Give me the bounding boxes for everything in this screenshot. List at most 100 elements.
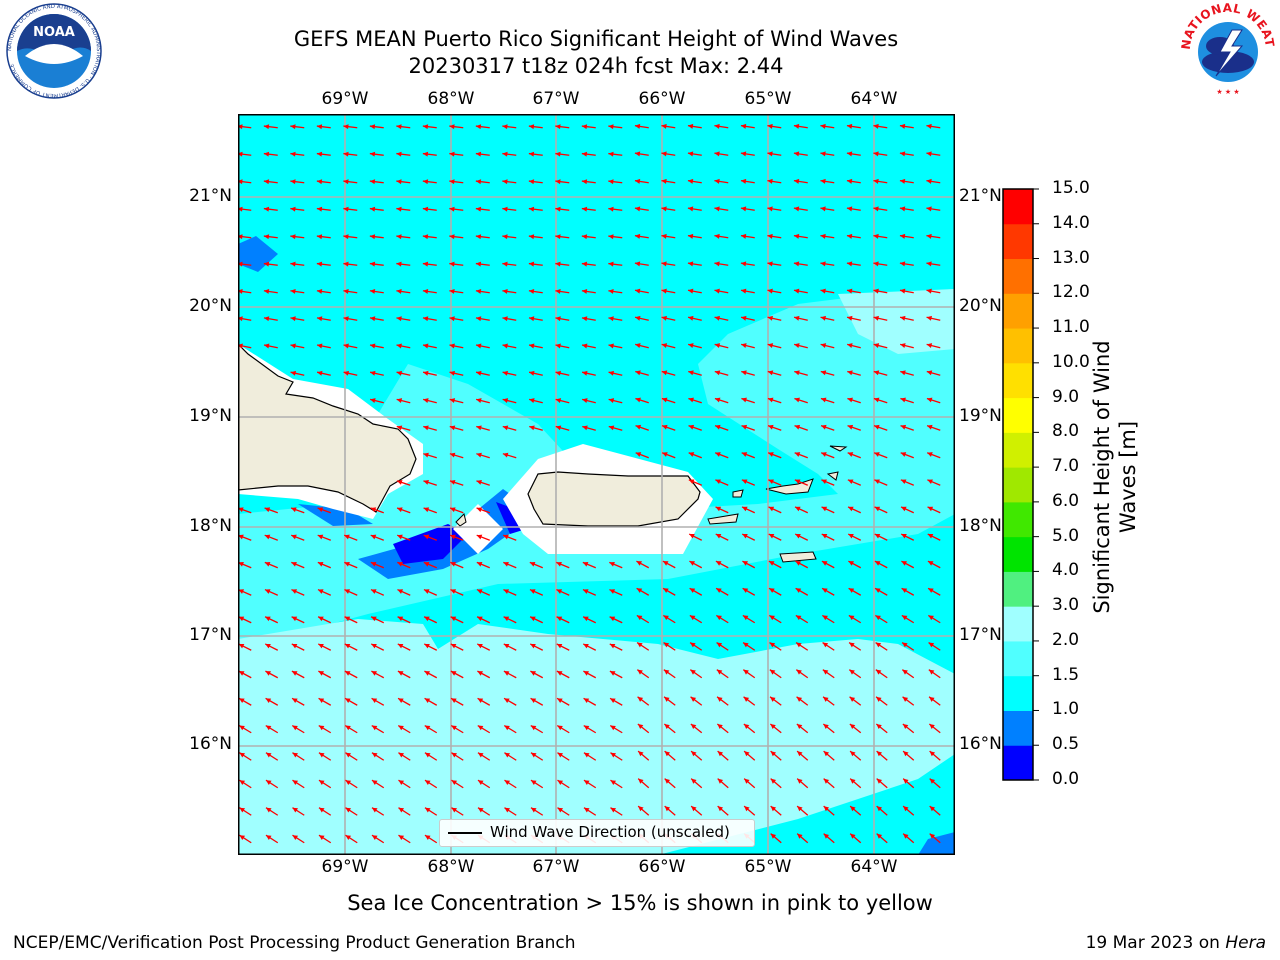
wave-arrow-head — [793, 123, 800, 129]
wave-arrow-head — [795, 534, 801, 539]
wave-arrow-head — [502, 179, 508, 185]
wave-arrow-head — [716, 642, 723, 648]
wave-arrow-head — [424, 780, 431, 785]
wave-arrow-head — [318, 643, 324, 649]
wave-arrow-head — [899, 178, 906, 184]
wave-arrow-head — [767, 343, 774, 348]
wave-arrow-head — [902, 642, 908, 648]
wave-arrow-head — [422, 234, 429, 240]
lat-label-left: 21°N — [189, 186, 232, 206]
wave-arrow-head — [849, 669, 855, 675]
wave-arrow-head — [581, 124, 588, 130]
wave-arrow-head — [610, 725, 616, 731]
wave-arrow-head — [634, 233, 641, 239]
wave-arrow-head — [475, 179, 482, 185]
colorbar-tick-label: 0.0 — [1052, 769, 1080, 789]
colorbar-segment — [1003, 640, 1033, 677]
wave-arrow-head — [610, 780, 617, 785]
wave-arrow-head — [397, 671, 404, 676]
colorbar-tick-label: 1.5 — [1052, 664, 1080, 685]
lat-label-left: 17°N — [189, 625, 232, 645]
footer-date: 19 Mar 2023 on Hera — [1086, 933, 1266, 953]
wave-arrow-head — [475, 261, 482, 267]
wave-arrow-head — [901, 534, 907, 539]
wave-arrow-head — [557, 807, 564, 813]
wave-arrow-head — [608, 206, 614, 212]
wave-arrow-head — [768, 424, 774, 430]
wave-arrow-head — [555, 288, 561, 294]
wave-arrow-head — [371, 780, 378, 785]
wave-arrow-head — [740, 206, 747, 212]
wave-arrow-head — [476, 507, 483, 513]
wave-arrow-head — [583, 643, 589, 649]
wave-arrow-head — [926, 315, 932, 321]
wave-arrow-head — [239, 780, 246, 785]
wave-arrow-head — [290, 234, 296, 240]
colorbar-segment — [1003, 571, 1033, 607]
wave-arrow-head — [929, 723, 935, 730]
lon-label-bottom: 66°W — [638, 857, 686, 877]
wave-arrow-head — [661, 261, 667, 267]
wave-arrow-head — [423, 561, 430, 567]
wave-arrow-head — [875, 615, 881, 621]
nws-logo: NATIONAL WEATHER SERVICE ★ ★ ★ — [1176, 0, 1277, 97]
wave-arrow-head — [582, 343, 588, 349]
wave-arrow-head — [477, 616, 483, 622]
wave-arrow-head — [450, 589, 457, 594]
wave-arrow-head — [345, 698, 351, 703]
wave-arrow-head — [476, 343, 482, 349]
wave-arrow-head — [265, 807, 272, 813]
wave-arrow-head — [634, 123, 641, 129]
wave-arrow-head — [637, 669, 643, 675]
wave-arrow-head — [926, 178, 932, 184]
wave-arrow-head — [823, 696, 829, 702]
wave-arrow-head — [664, 806, 671, 812]
wave-arrow-head — [823, 751, 830, 757]
lon-label-top: 64°W — [850, 89, 898, 109]
wind-wave-arrows — [238, 123, 941, 844]
land-islet — [829, 445, 848, 452]
wave-arrow-head — [770, 723, 776, 730]
wave-arrow-head — [901, 506, 907, 512]
wave-arrow-head — [528, 124, 535, 130]
wave-arrow-head — [504, 780, 511, 785]
wave-arrow-head — [742, 506, 748, 512]
wave-arrow-head — [265, 725, 272, 731]
wave-arrow-head — [555, 261, 561, 267]
wave-arrow-head — [821, 452, 827, 457]
wave-arrow-head — [688, 343, 694, 348]
wave-arrow-head — [794, 424, 801, 430]
wave-arrow-head — [688, 452, 695, 457]
wave-arrow-head — [714, 343, 721, 348]
wave-arrow-head — [638, 778, 644, 784]
colorbar-segment — [1003, 258, 1033, 294]
wave-arrow-head — [449, 343, 455, 349]
wave-arrow-head — [876, 751, 883, 757]
wave-arrow-head — [529, 425, 535, 431]
wave-arrow-head — [528, 151, 535, 157]
wave-arrow-head — [740, 233, 747, 239]
wave-arrow-head — [581, 316, 588, 322]
wave-arrow-head — [900, 452, 907, 457]
wave-arrow-head — [899, 123, 906, 129]
wave-arrow-head — [663, 588, 669, 593]
wave-arrow-head — [850, 806, 856, 812]
wave-arrow-head — [873, 315, 879, 321]
wave-arrow-head — [636, 588, 643, 593]
wave-arrow-head — [850, 751, 856, 757]
wave-arrow-head — [608, 288, 614, 294]
wave-arrow-head — [873, 397, 880, 403]
wave-arrow-head — [873, 288, 879, 294]
wave-arrow-head — [556, 616, 563, 622]
wave-arrow-head — [503, 671, 510, 676]
wave-arrow-head — [690, 642, 696, 648]
wave-arrow-head — [422, 316, 429, 322]
wave-arrow-head — [715, 452, 721, 457]
wave-arrow-head — [926, 343, 933, 348]
lon-label-top: 68°W — [427, 89, 475, 109]
wave-arrow-head — [609, 616, 616, 622]
wave-arrow-head — [608, 261, 614, 267]
wave-arrow-head — [475, 151, 482, 157]
wave-arrow-head — [663, 615, 669, 621]
wave-arrow-head — [767, 261, 773, 267]
